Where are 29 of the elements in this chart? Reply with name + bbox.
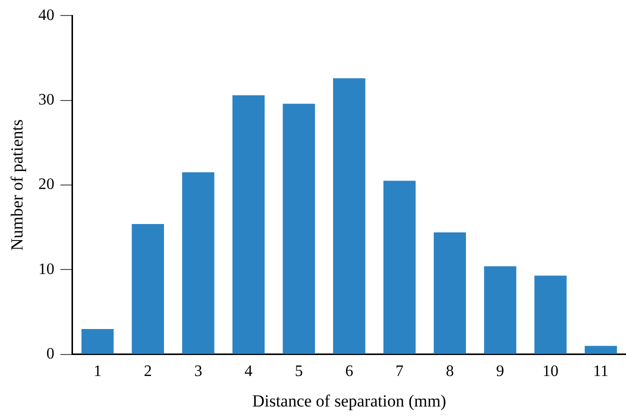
x-tick-label: 5 (294, 363, 303, 380)
bar (132, 224, 164, 354)
bar (383, 180, 416, 354)
x-tick-label: 6 (345, 363, 354, 380)
y-tick-label: 20 (38, 176, 54, 194)
bar (584, 346, 617, 354)
x-tick-label: 11 (593, 363, 609, 380)
bar (534, 276, 567, 354)
bar (232, 95, 265, 354)
x-tick-label: 1 (94, 363, 102, 380)
x-axis-title: Distance of separation (mm) (252, 391, 446, 410)
x-tick-label: 7 (396, 363, 404, 380)
x-tick-label: 10 (542, 363, 559, 380)
bar (81, 328, 114, 354)
bar (282, 104, 315, 354)
x-tick-label: 4 (244, 363, 253, 380)
x-tick-label: 9 (496, 363, 504, 380)
bar (182, 172, 214, 354)
y-tick-label: 40 (38, 6, 54, 24)
x-tick-label: 3 (194, 363, 202, 380)
y-axis-title: Number of patients (8, 119, 27, 251)
x-tick-label: 8 (446, 363, 454, 380)
bar (333, 78, 366, 354)
x-tick-label: 2 (144, 363, 152, 380)
y-tick-label: 30 (38, 92, 54, 109)
bar (434, 232, 466, 354)
y-tick-label: 10 (38, 260, 54, 278)
y-tick-label: 0 (46, 346, 54, 363)
bar (484, 266, 516, 354)
